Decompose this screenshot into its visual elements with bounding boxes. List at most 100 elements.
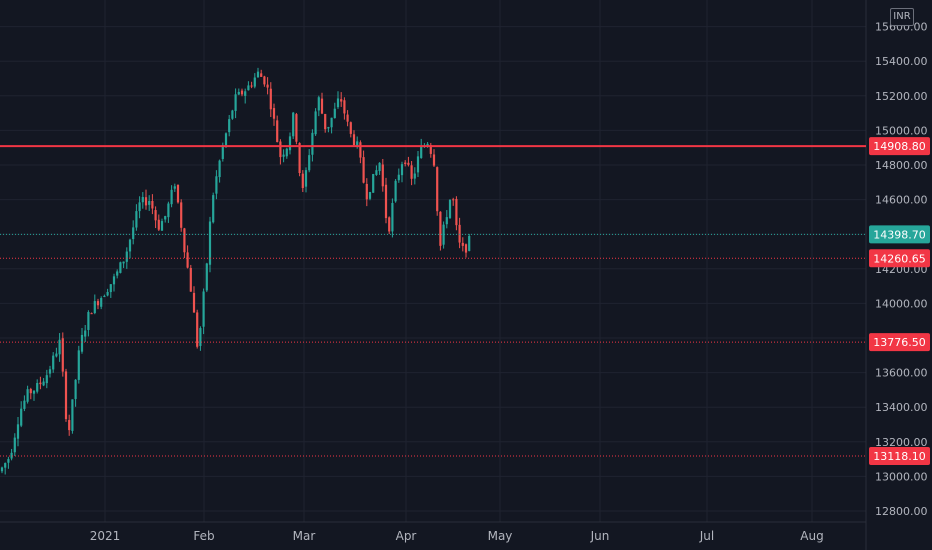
x-tick-label: Mar [293,529,316,543]
candle-body [13,437,16,453]
candle-body [253,77,256,87]
candle-body [196,312,199,347]
candle [64,368,68,422]
candle-body [349,122,352,134]
candle [20,401,23,428]
candle [343,97,346,120]
candle-body [36,383,39,392]
candle-body [93,301,96,314]
candle [234,88,237,119]
y-tick-label: 13000.00 [875,470,928,483]
candle-body [234,94,237,111]
candle [208,216,212,273]
candle-body [394,180,397,202]
candle [106,288,109,297]
candle-body [87,312,90,330]
candle-body [119,262,122,273]
candle [410,161,413,186]
candle [154,206,157,229]
candle-body [231,110,234,119]
candle-body [317,97,320,111]
candle-body [269,88,272,110]
candle-body [468,235,471,251]
y-tick-label: 15600.00 [875,21,928,34]
candle [388,216,391,234]
candle-body [167,203,170,218]
candle-body [90,313,93,315]
price-axis[interactable]: 12800.00 13000.00 13200.00 13400.00 13600.00… [869,21,930,518]
candle [442,221,445,249]
price-badge-bg [869,137,930,156]
candle [52,352,55,373]
candle-body [212,195,215,223]
candle-body [208,221,212,265]
candle-body [311,132,314,155]
candle [148,195,151,211]
candle-body [20,408,23,426]
candle [404,160,407,167]
candle [84,325,87,343]
candle-body [295,114,298,142]
candle-body [266,84,269,88]
candle [13,433,16,457]
price-badge-bg [869,333,930,352]
candle-body [343,100,346,114]
candle-body [141,197,144,203]
candle [7,456,10,469]
candle [128,238,132,259]
candle-body [109,284,112,293]
candle-body [263,76,266,85]
y-tick-label: 15400.00 [875,55,928,68]
horizontal-levels [0,145,866,457]
candle [317,95,320,117]
candle [260,69,263,77]
candle-body [455,198,458,226]
candle [103,294,106,298]
candle-body [39,382,42,385]
candle [247,81,250,91]
currency-badge[interactable]: INR [890,8,914,26]
price-badge: 14908.80 [869,137,930,156]
candle-body [151,200,154,209]
candle [292,111,295,140]
candle [61,332,64,377]
candle-body [186,252,189,268]
x-tick-label: May [488,529,513,543]
candle-body [202,291,205,327]
candle-body [189,267,192,292]
candle-body [29,389,32,394]
price-badge-label: 14260.65 [873,252,926,265]
candle-body [77,350,80,380]
candle [0,466,4,474]
candle [39,376,42,390]
candle-body [144,197,148,206]
price-badge-bg [869,446,930,465]
candle-body [0,467,4,472]
candle [429,142,432,158]
candle [109,284,112,298]
candle [16,417,20,447]
candle-body [368,192,372,199]
candle-body [388,217,391,232]
candle-body [64,371,68,420]
candle-body [324,113,327,130]
candle-body [420,146,423,158]
candle [436,166,439,216]
time-axis[interactable]: 2021 Feb Mar Apr May Jun Jul Aug [90,529,824,543]
candle [461,237,464,252]
candle [349,121,352,138]
y-tick-label: 14800.00 [875,159,928,172]
candle-body [135,211,138,228]
price-badge: 13118.10 [869,446,930,465]
candle [167,201,170,223]
candle [250,81,253,89]
price-badge-label: 13776.50 [873,336,926,349]
candle-body [80,334,84,352]
candle-body [359,142,362,158]
candle [183,227,186,259]
candle-body [279,141,282,158]
x-tick-label: 2021 [90,529,121,543]
price-badge-bg [869,249,930,268]
candle [346,110,349,127]
